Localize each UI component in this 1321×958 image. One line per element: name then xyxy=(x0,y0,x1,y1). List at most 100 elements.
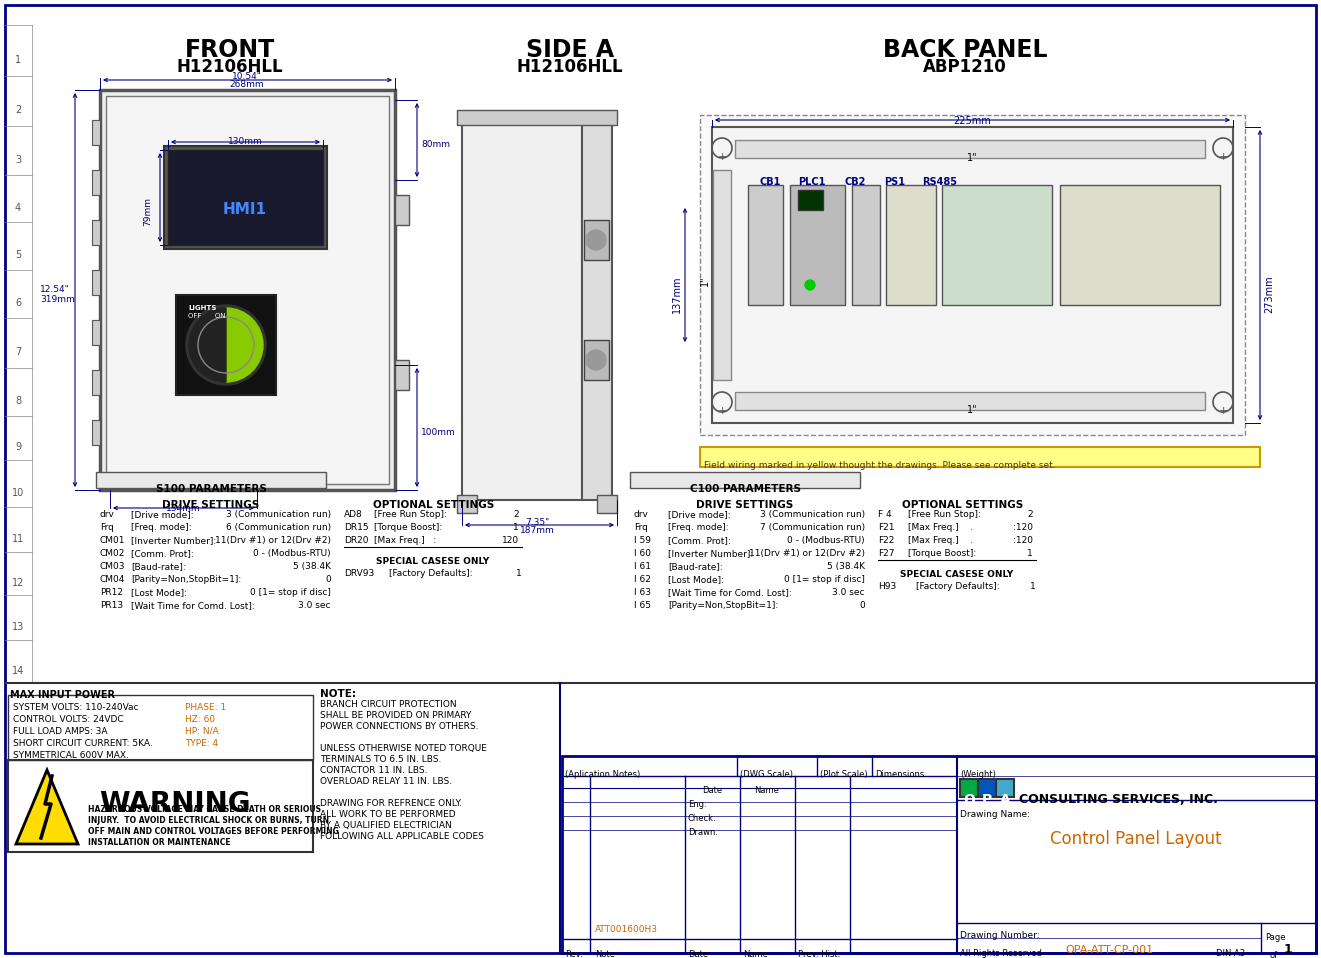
Text: Control Panel Layout: Control Panel Layout xyxy=(1050,830,1222,848)
Text: [Factory Defaults]:: [Factory Defaults]: xyxy=(388,569,473,578)
Bar xyxy=(395,360,410,390)
Text: Frq: Frq xyxy=(100,523,114,532)
Text: UNLESS OTHERWISE NOTED TORQUE: UNLESS OTHERWISE NOTED TORQUE xyxy=(320,744,487,753)
Text: 7.35": 7.35" xyxy=(524,518,550,527)
Text: 1: 1 xyxy=(1028,549,1033,558)
Text: 8: 8 xyxy=(15,396,21,406)
Bar xyxy=(956,756,1316,776)
Text: 12: 12 xyxy=(12,578,24,587)
Text: 137mm: 137mm xyxy=(672,275,682,312)
Text: SYMMETRICAL 600V MAX.: SYMMETRICAL 600V MAX. xyxy=(13,751,129,760)
Text: Frq: Frq xyxy=(634,523,647,532)
Text: HZ: 60: HZ: 60 xyxy=(185,715,215,724)
Text: BRANCH CIRCUIT PROTECTION: BRANCH CIRCUIT PROTECTION xyxy=(320,700,457,709)
Text: BACK PANEL: BACK PANEL xyxy=(882,38,1048,62)
Text: DRIVE SETTINGS: DRIVE SETTINGS xyxy=(162,500,260,510)
Text: TYPE: 4: TYPE: 4 xyxy=(185,739,218,748)
Text: 0: 0 xyxy=(859,601,865,610)
Text: All Rights Reserved: All Rights Reserved xyxy=(960,949,1042,958)
Bar xyxy=(8,695,313,760)
Text: 100mm: 100mm xyxy=(421,428,456,437)
Circle shape xyxy=(587,350,606,370)
Text: Date: Date xyxy=(688,950,708,958)
Text: 79mm: 79mm xyxy=(144,197,152,226)
Text: RS485: RS485 xyxy=(922,177,958,187)
Text: drv: drv xyxy=(634,510,649,519)
Text: 319mm: 319mm xyxy=(40,295,75,304)
Text: [Lost Mode]:: [Lost Mode]: xyxy=(668,575,724,584)
Text: 6 (Communication run): 6 (Communication run) xyxy=(226,523,332,532)
Text: I 61: I 61 xyxy=(634,562,651,571)
Bar xyxy=(584,220,609,260)
Text: BY A QUALIFIED ELECTRICIAN: BY A QUALIFIED ELECTRICIAN xyxy=(320,821,452,830)
Text: ATT001600H3: ATT001600H3 xyxy=(594,925,658,934)
Text: 130mm: 130mm xyxy=(227,137,263,146)
Text: FOLLOWING ALL APPLICABLE CODES: FOLLOWING ALL APPLICABLE CODES xyxy=(320,832,483,841)
Text: HP: N/A: HP: N/A xyxy=(185,727,219,736)
Circle shape xyxy=(587,230,606,250)
Text: PLC1: PLC1 xyxy=(798,177,826,187)
Text: [Factory Defaults]:: [Factory Defaults]: xyxy=(915,582,1000,591)
Bar xyxy=(960,779,978,797)
Text: 7 (Communication run): 7 (Communication run) xyxy=(760,523,865,532)
Text: OVERLOAD RELAY 11 IN. LBS.: OVERLOAD RELAY 11 IN. LBS. xyxy=(320,777,452,786)
Bar xyxy=(462,120,583,500)
Text: of: of xyxy=(1269,951,1277,958)
Text: 5 (38.4K: 5 (38.4K xyxy=(293,562,332,571)
Text: Date: Date xyxy=(701,786,723,795)
Text: OPA-ATT-CP-001: OPA-ATT-CP-001 xyxy=(1065,945,1153,955)
Text: CONTACTOR 11 IN. LBS.: CONTACTOR 11 IN. LBS. xyxy=(320,766,428,775)
Text: 0 [1= stop if disc]: 0 [1= stop if disc] xyxy=(785,575,865,584)
Bar xyxy=(630,472,860,488)
Text: SYSTEM VOLTS: 110-240Vac: SYSTEM VOLTS: 110-240Vac xyxy=(13,703,139,712)
Text: [Wait Time for Comd. Lost]:: [Wait Time for Comd. Lost]: xyxy=(668,588,791,597)
Text: I 62: I 62 xyxy=(634,575,651,584)
Text: :120: :120 xyxy=(1013,536,1033,545)
Text: INJURY.  TO AVOID ELECTRICAL SHOCK OR BURNS, TURN: INJURY. TO AVOID ELECTRICAL SHOCK OR BUR… xyxy=(89,816,329,825)
Text: CB1: CB1 xyxy=(760,177,781,187)
Text: OFF MAIN AND CONTROL VOLTAGES BEFORE PERFORMING: OFF MAIN AND CONTROL VOLTAGES BEFORE PER… xyxy=(89,827,339,836)
Text: [Freq. mode]:: [Freq. mode]: xyxy=(668,523,729,532)
Text: CM03: CM03 xyxy=(100,562,125,571)
Text: 0 - (Modbus-RTU): 0 - (Modbus-RTU) xyxy=(254,549,332,558)
Text: Name: Name xyxy=(742,950,768,958)
Text: C100 PARAMETERS: C100 PARAMETERS xyxy=(690,484,801,494)
Text: H12106HLL: H12106HLL xyxy=(517,58,624,76)
Text: 11(Drv #1) or 12(Drv #2): 11(Drv #1) or 12(Drv #2) xyxy=(215,536,332,545)
Text: SHORT CIRCUIT CURRENT: 5KA.: SHORT CIRCUIT CURRENT: 5KA. xyxy=(13,739,153,748)
Bar xyxy=(457,110,617,125)
Text: Dimensions: Dimensions xyxy=(875,770,925,779)
Text: [Lost Mode]:: [Lost Mode]: xyxy=(131,588,188,597)
Text: OPTIONAL SETTINGS: OPTIONAL SETTINGS xyxy=(374,500,494,510)
Text: +: + xyxy=(717,406,727,416)
Text: CM04: CM04 xyxy=(100,575,125,584)
Text: PHASE: 1: PHASE: 1 xyxy=(185,703,226,712)
Text: [Torque Boost]:: [Torque Boost]: xyxy=(908,549,976,558)
Bar xyxy=(176,295,276,395)
Text: 120: 120 xyxy=(502,536,519,545)
Text: [Torque Boost]:: [Torque Boost]: xyxy=(374,523,443,532)
Bar xyxy=(713,170,731,380)
Text: 5 (38.4K: 5 (38.4K xyxy=(827,562,865,571)
Text: INSTALLATION OR MAINTENANCE: INSTALLATION OR MAINTENANCE xyxy=(89,838,231,847)
Text: DRV93: DRV93 xyxy=(343,569,374,578)
Text: CONSULTING SERVICES, INC.: CONSULTING SERVICES, INC. xyxy=(1018,793,1218,806)
Text: Drawing Number:: Drawing Number: xyxy=(960,931,1040,940)
Text: 1: 1 xyxy=(1284,943,1292,956)
Bar xyxy=(583,120,612,500)
Text: TERMINALS TO 6.5 IN. LBS.: TERMINALS TO 6.5 IN. LBS. xyxy=(320,755,441,764)
Text: [Inverter Number]:: [Inverter Number]: xyxy=(668,549,753,558)
Text: CONTROL VOLTS: 24VDC: CONTROL VOLTS: 24VDC xyxy=(13,715,124,724)
Text: [Comm. Prot]:: [Comm. Prot]: xyxy=(131,549,194,558)
Text: SHALL BE PROVIDED ON PRIMARY: SHALL BE PROVIDED ON PRIMARY xyxy=(320,711,472,720)
Bar xyxy=(700,115,1244,435)
Text: DRAWING FOR REFRENCE ONLY.: DRAWING FOR REFRENCE ONLY. xyxy=(320,799,462,808)
Text: Name: Name xyxy=(754,786,779,795)
Bar xyxy=(96,472,326,488)
Text: 1: 1 xyxy=(1030,582,1036,591)
Text: (Aplication Notes): (Aplication Notes) xyxy=(565,770,641,779)
Bar xyxy=(597,495,617,513)
Text: I 60: I 60 xyxy=(634,549,651,558)
Text: [Inverter Number]:: [Inverter Number]: xyxy=(131,536,217,545)
Bar xyxy=(561,756,1316,953)
